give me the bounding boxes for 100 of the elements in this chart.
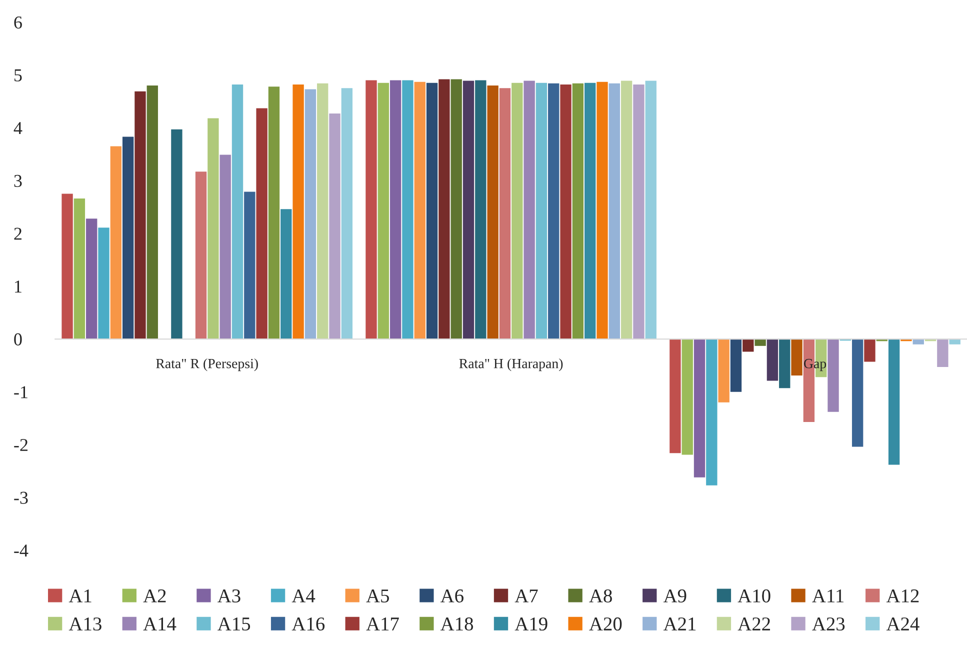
bar xyxy=(426,82,438,340)
bar xyxy=(852,339,864,447)
legend-label: A1 xyxy=(68,589,92,602)
legend-label: A15 xyxy=(218,618,250,631)
bar xyxy=(268,86,280,340)
bar xyxy=(779,339,790,388)
legend-label: A21 xyxy=(663,617,696,630)
bar xyxy=(390,80,402,340)
y-tick-label: 1 xyxy=(15,280,22,292)
bar xyxy=(828,339,839,412)
bar xyxy=(62,194,73,340)
y-tick-label: -4 xyxy=(14,544,28,557)
legend-label: A3 xyxy=(218,589,240,602)
y-tick-label: 0 xyxy=(14,333,22,346)
x-tick-label: Rata" H (Harapan) xyxy=(459,358,563,372)
bar xyxy=(742,339,754,352)
y-tick-label: 6 xyxy=(14,16,22,29)
bar xyxy=(341,88,353,340)
bar xyxy=(937,339,948,368)
bar xyxy=(110,146,122,340)
bar xyxy=(329,114,340,340)
bar xyxy=(171,129,182,340)
legend-label: A6 xyxy=(440,589,464,602)
bar xyxy=(244,192,256,340)
bar xyxy=(608,83,620,340)
bar xyxy=(596,82,608,340)
legend-label: A10 xyxy=(738,589,770,602)
y-tick-label: 4 xyxy=(14,122,22,134)
legend-label: A8 xyxy=(589,589,612,602)
bar xyxy=(122,136,134,340)
bar xyxy=(487,86,498,340)
y-tick-label: 3 xyxy=(14,174,22,188)
bar xyxy=(499,88,511,340)
legend-label: A24 xyxy=(886,617,920,630)
bar xyxy=(670,339,681,454)
bar xyxy=(560,84,572,340)
bar xyxy=(86,218,98,340)
bar xyxy=(414,82,426,340)
bar xyxy=(791,339,802,376)
bar xyxy=(195,172,207,340)
bar xyxy=(98,228,110,340)
bar xyxy=(706,339,718,486)
legend-label: A2 xyxy=(143,589,166,602)
bar xyxy=(620,80,632,340)
legend-label: A22 xyxy=(738,617,770,630)
bar xyxy=(694,339,706,478)
bar xyxy=(584,82,596,340)
bar xyxy=(220,154,231,340)
bar xyxy=(645,80,656,340)
bar xyxy=(912,339,924,344)
bar xyxy=(888,339,900,465)
y-tick-label: -2 xyxy=(14,438,28,451)
bar xyxy=(524,80,535,340)
legend-label: A17 xyxy=(366,618,399,630)
bar xyxy=(232,84,244,340)
bar xyxy=(754,339,766,346)
legend-label: A20 xyxy=(589,617,622,631)
legend-label: A16 xyxy=(292,617,325,631)
legend-label: A7 xyxy=(514,589,538,602)
legend-label: A12 xyxy=(886,589,919,602)
legend-label: A18 xyxy=(440,617,474,631)
bar xyxy=(572,83,584,340)
bar xyxy=(402,80,414,340)
legend-label: A9 xyxy=(663,589,686,602)
y-tick-label: 2 xyxy=(14,228,22,240)
bar xyxy=(548,83,560,340)
y-tick-label: 5 xyxy=(14,69,22,82)
legend-label: A5 xyxy=(366,589,389,602)
bar xyxy=(949,339,960,344)
bar xyxy=(256,108,268,340)
bar xyxy=(74,198,86,340)
y-tick-label: -1 xyxy=(14,386,28,398)
bar xyxy=(766,339,778,381)
bar xyxy=(864,339,876,362)
bar xyxy=(475,80,486,340)
y-tick-label: -3 xyxy=(14,492,28,504)
legend-label: A23 xyxy=(812,617,845,631)
bar xyxy=(718,339,730,402)
bar xyxy=(633,84,644,340)
bar xyxy=(682,339,693,455)
bar xyxy=(512,82,523,340)
bar xyxy=(730,339,742,392)
bar xyxy=(462,80,474,340)
bar xyxy=(208,118,219,340)
legend-label: A14 xyxy=(143,618,176,630)
x-tick-label: Rata" R (Persepsi) xyxy=(156,358,258,372)
bar xyxy=(280,209,292,340)
bar xyxy=(366,80,377,340)
legend-label: A4 xyxy=(292,589,316,602)
legend-label: A13 xyxy=(68,617,102,631)
legend-label: A11 xyxy=(812,589,844,602)
bar xyxy=(304,89,316,340)
bar xyxy=(450,79,462,340)
bar xyxy=(317,83,328,340)
bar xyxy=(536,82,548,340)
legend-label: A19 xyxy=(514,617,548,631)
bar xyxy=(134,91,146,340)
bar xyxy=(438,79,450,340)
bar xyxy=(378,82,389,340)
bar xyxy=(292,84,304,340)
